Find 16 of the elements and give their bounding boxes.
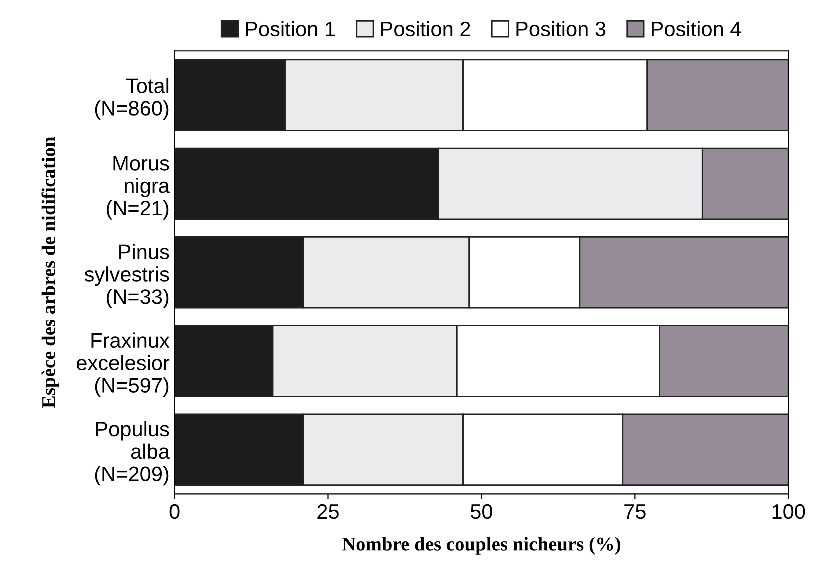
x-axis-title: Nombre des couples nicheurs (%) (342, 537, 621, 555)
legend-label: Position 3 (516, 21, 606, 37)
x-tick-label: 75 (624, 504, 646, 520)
legend-label: Position 2 (382, 21, 470, 37)
y-tick-label: Pinus sylvestris (N=33) (84, 244, 170, 308)
x-tick-label: 25 (318, 504, 339, 520)
x-tick-label: 0 (170, 504, 180, 520)
y-tick-label: Morus nigra (N=21) (106, 156, 170, 220)
legend-label: Position 1 (246, 21, 336, 37)
y-tick-label: Total (N=860) (95, 78, 169, 120)
y-axis-title: Espèce des arbres de nidification (42, 137, 60, 408)
x-tick-label: 100 (772, 504, 806, 520)
legend-label: Position 4 (652, 21, 742, 37)
x-tick-label: 50 (470, 504, 492, 520)
y-tick-label: Fraxinux excelesior (N=597) (77, 332, 170, 398)
y-tick-label: Populus alba (N=209) (95, 421, 170, 486)
